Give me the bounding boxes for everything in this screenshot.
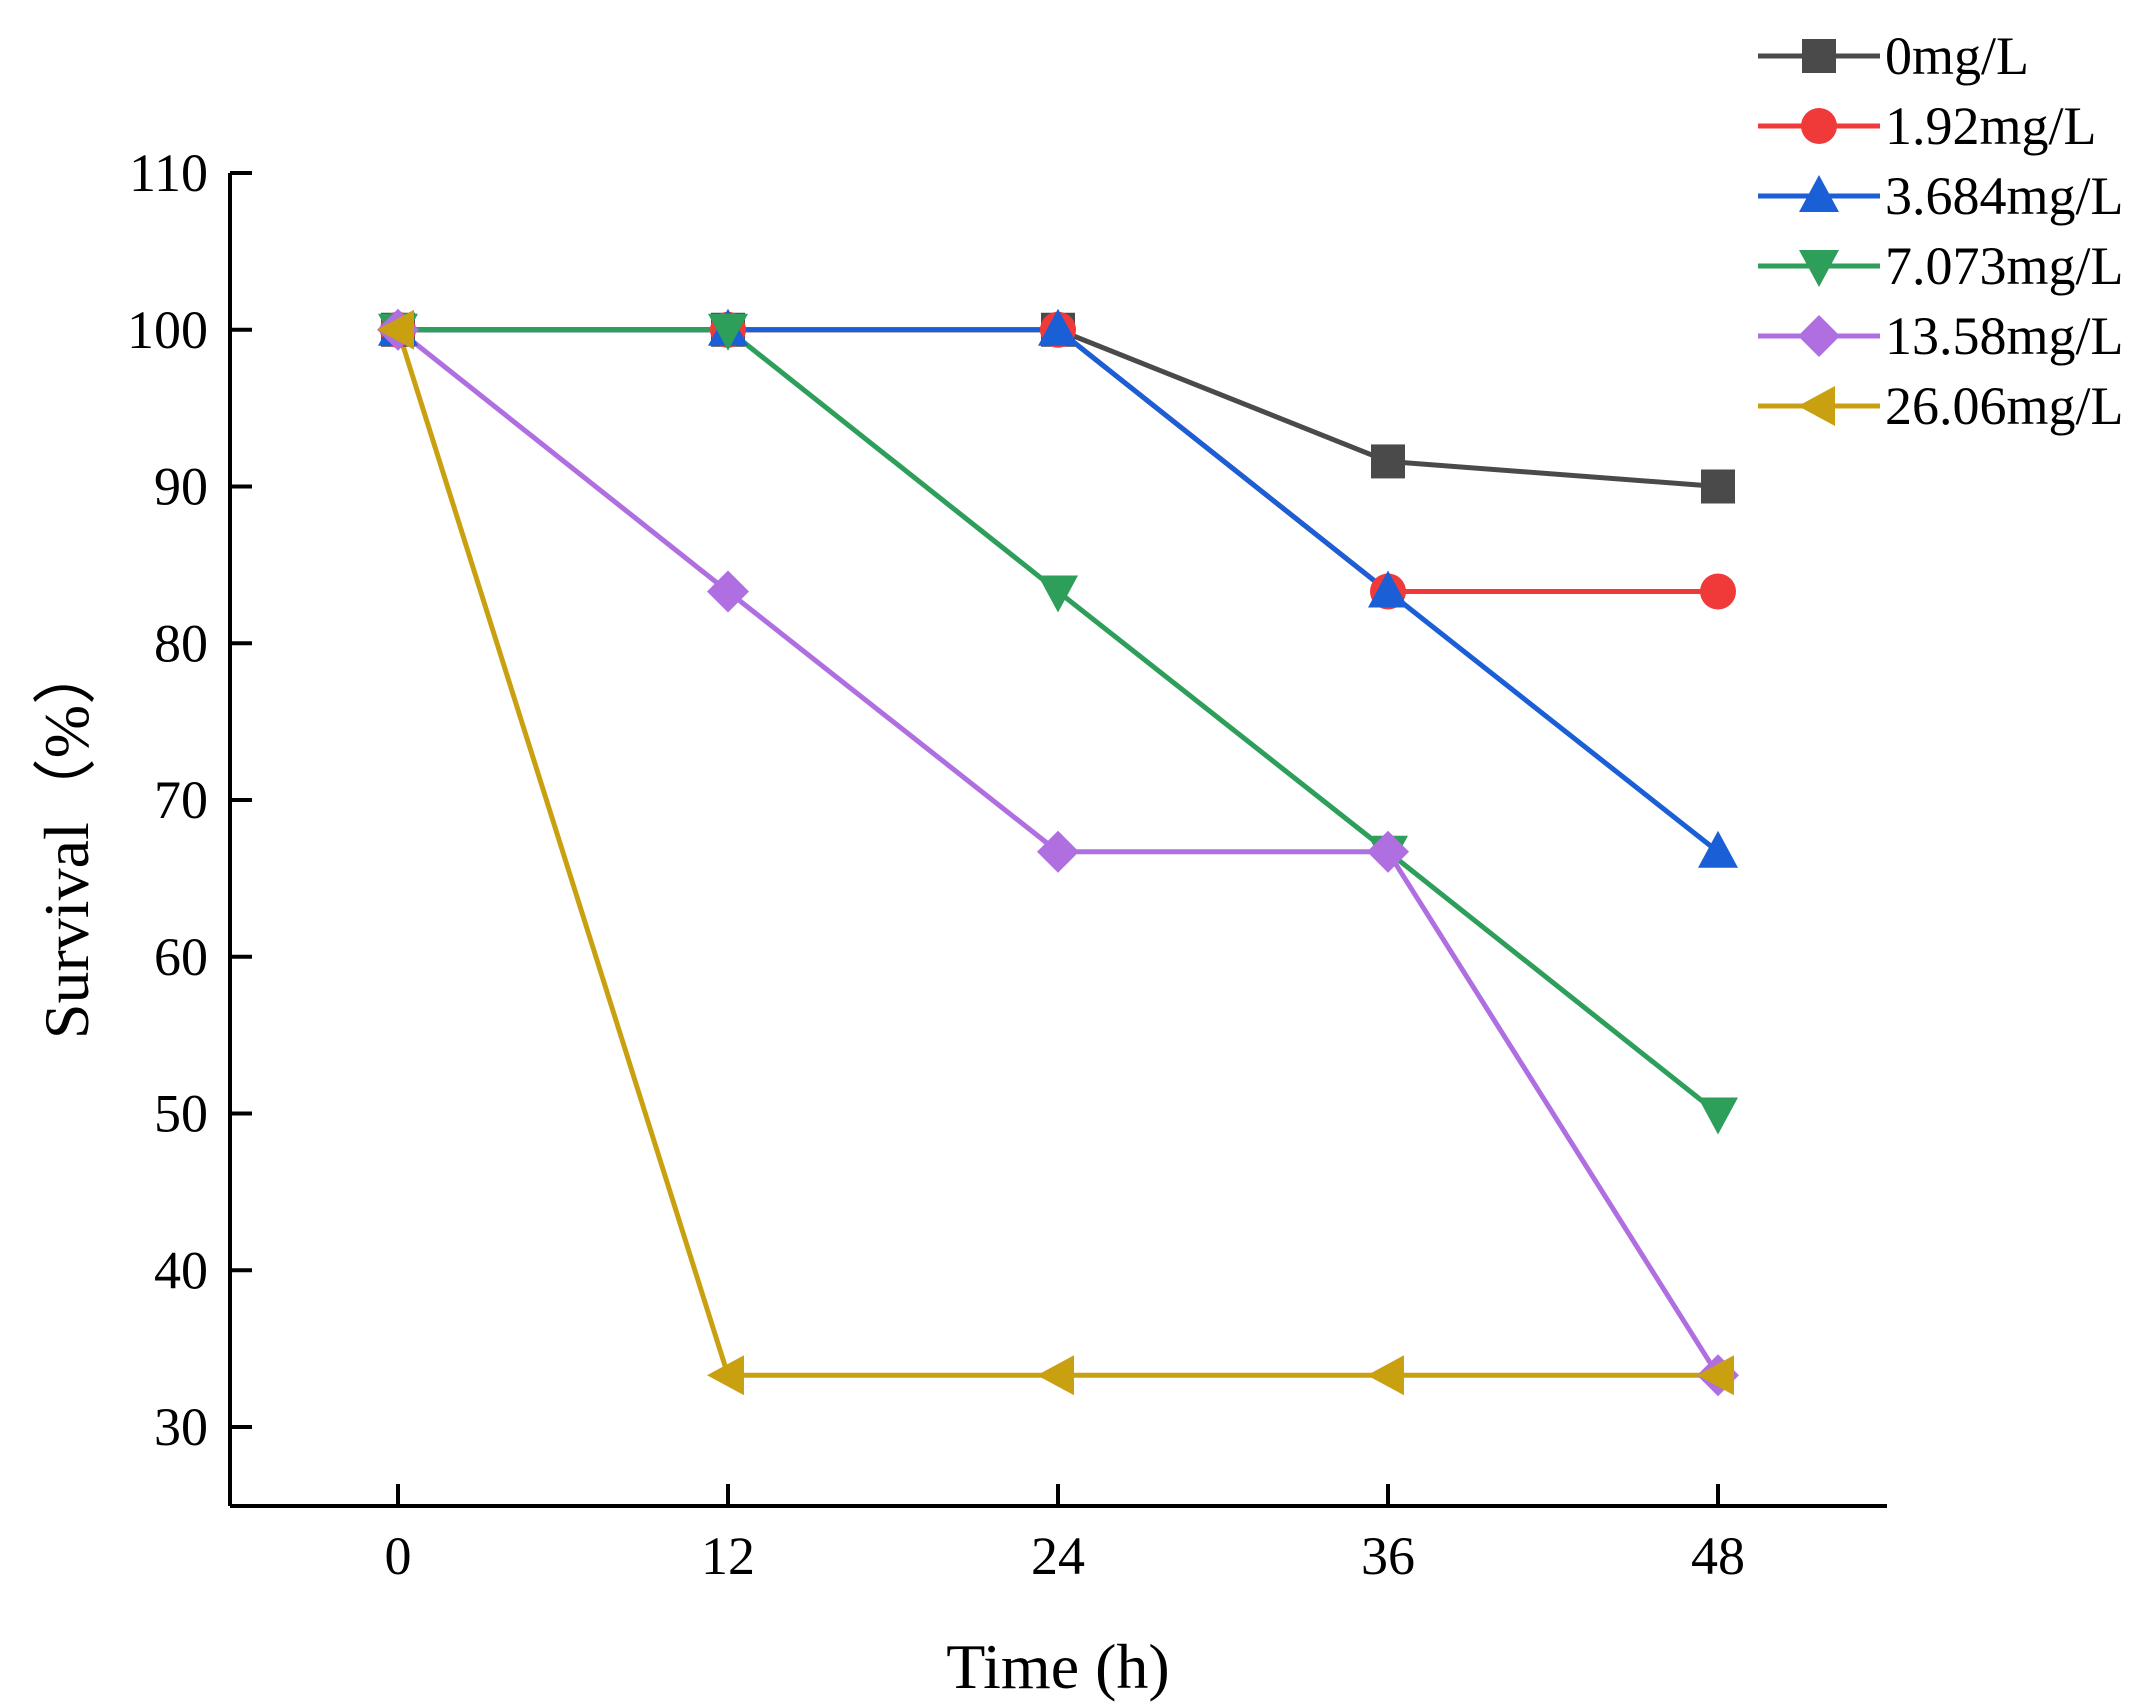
series-line-3	[398, 327, 1720, 1116]
legend-label: 3.684mg/L	[1885, 166, 2124, 226]
data-point	[377, 309, 414, 350]
legend-marker	[1802, 39, 1836, 73]
data-point	[1697, 1355, 1734, 1396]
series-markers	[377, 308, 1739, 1397]
legend-marker	[1798, 386, 1835, 426]
series-line-1	[398, 327, 1718, 595]
data-point	[1698, 1097, 1738, 1135]
y-ticks: 30 40 50 60 70 80 90 100 110	[127, 143, 252, 1457]
series-line-0	[398, 327, 1719, 489]
legend-marker	[1798, 315, 1840, 357]
x-tick-label: 36	[1361, 1526, 1415, 1586]
y-tick-label: 70	[154, 770, 208, 830]
legend: 0mg/L 1.92mg/L 3.684mg/L 7.073mg/L 13.58mg/L…	[1758, 26, 2124, 436]
x-tick-label: 48	[1691, 1526, 1745, 1586]
legend-label: 7.073mg/L	[1885, 236, 2124, 296]
legend-label: 0mg/L	[1885, 26, 2029, 86]
x-ticks: 0 12 24 36 48	[385, 1484, 1745, 1586]
data-point	[1698, 830, 1738, 868]
data-point	[1038, 575, 1078, 613]
y-tick-label: 90	[154, 457, 208, 517]
data-point	[1701, 469, 1735, 504]
data-point	[1038, 308, 1078, 346]
data-point	[1700, 573, 1736, 610]
y-tick-label: 30	[154, 1397, 208, 1457]
y-tick-label: 50	[154, 1084, 208, 1144]
data-point	[1368, 570, 1408, 608]
data-point	[707, 570, 749, 613]
legend-label: 13.58mg/L	[1885, 306, 2124, 366]
data-point	[1367, 830, 1409, 873]
x-tick-label: 0	[385, 1526, 412, 1586]
x-tick-label: 24	[1031, 1526, 1085, 1586]
legend-marker	[1799, 175, 1839, 212]
y-tick-label: 80	[154, 613, 208, 673]
y-tick-label: 100	[127, 300, 208, 360]
data-point	[1371, 444, 1405, 479]
data-point	[707, 1355, 744, 1396]
y-tick-label: 110	[129, 143, 208, 203]
data-point	[1037, 830, 1079, 873]
legend-label: 1.92mg/L	[1885, 96, 2097, 156]
data-point	[708, 313, 748, 351]
legend-label: 26.06mg/L	[1885, 376, 2124, 436]
y-axis-title: Survival（%）	[31, 641, 102, 1039]
legend-marker	[1801, 108, 1837, 144]
x-axis-title: Time (h)	[946, 1631, 1169, 1702]
y-tick-label: 40	[154, 1240, 208, 1300]
y-tick-label: 60	[154, 927, 208, 987]
data-point	[1037, 1355, 1074, 1396]
data-point	[1367, 1355, 1404, 1396]
legend-marker	[1799, 250, 1839, 287]
x-tick-label: 12	[701, 1526, 755, 1586]
